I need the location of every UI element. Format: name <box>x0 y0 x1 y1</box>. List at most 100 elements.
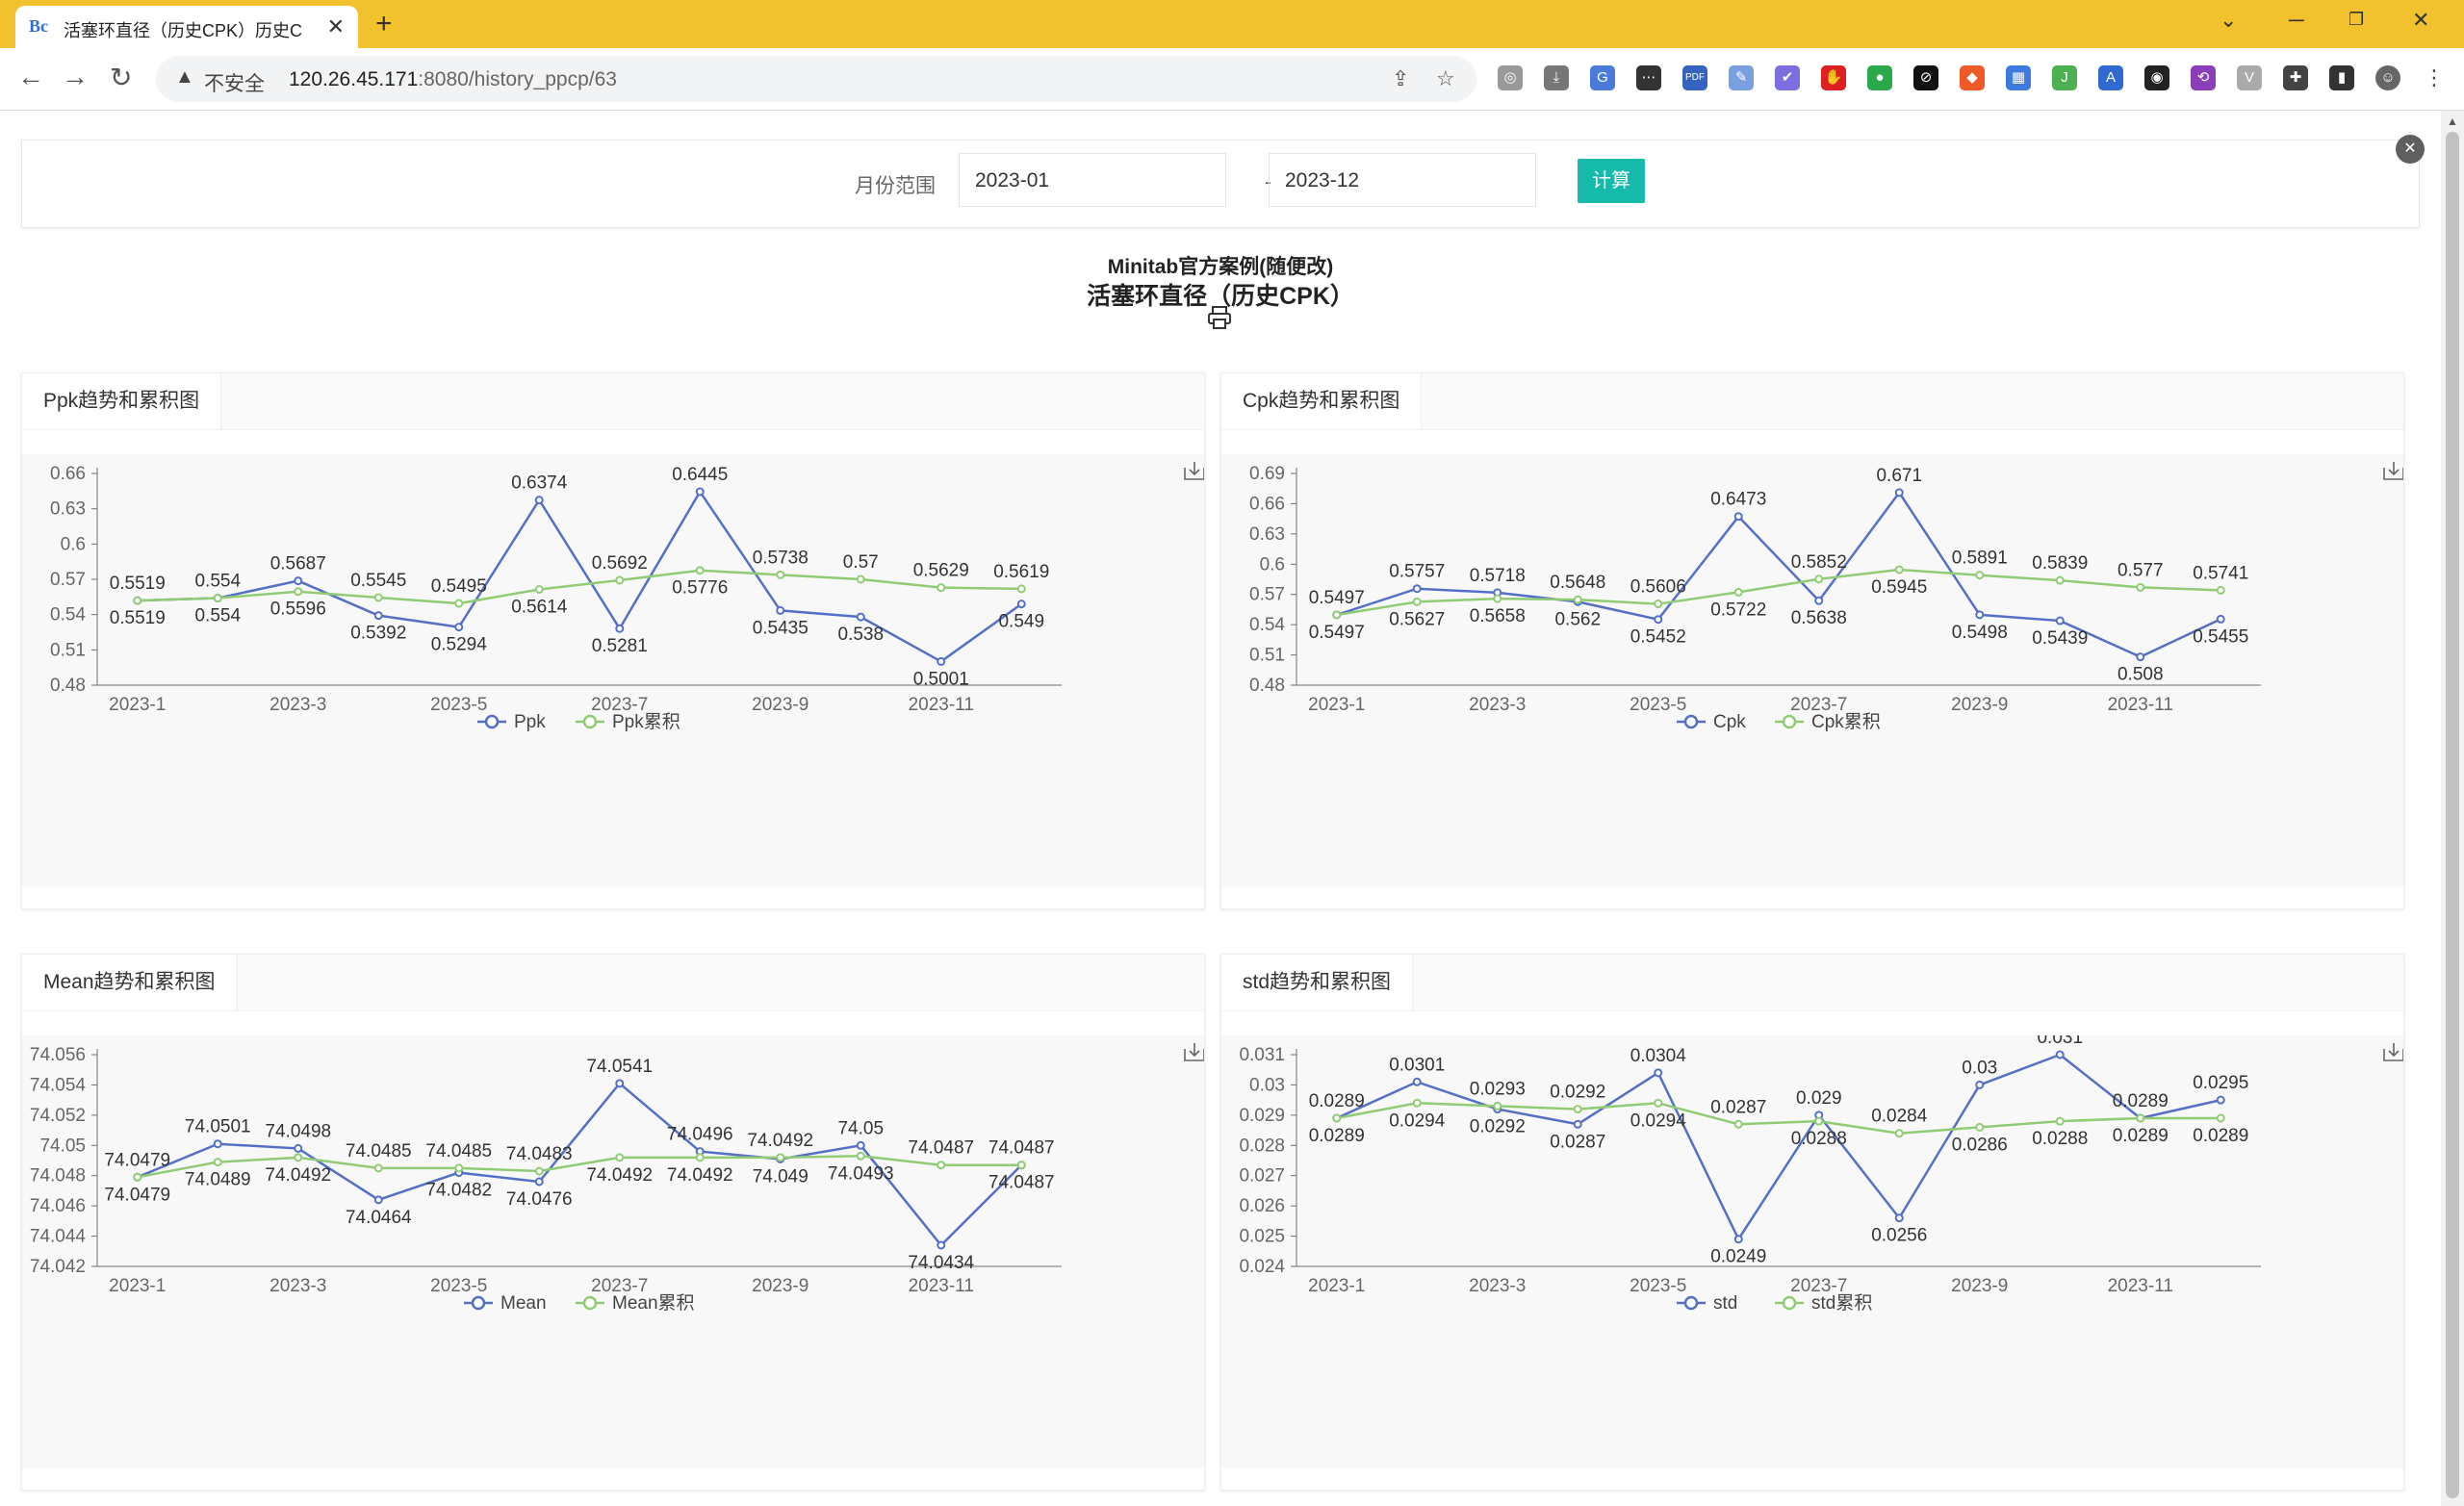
extension-history-icon[interactable]: ⟲ <box>2191 65 2216 90</box>
data-point[interactable] <box>1412 1077 1422 1086</box>
bookmark-star-icon[interactable]: ☆ <box>1436 66 1455 90</box>
calculate-button[interactable]: 计算 <box>1578 159 1645 203</box>
data-point[interactable] <box>1733 587 1743 597</box>
extension-hand-icon[interactable]: ✋ <box>1821 65 1846 90</box>
data-point[interactable] <box>695 566 705 575</box>
address-bar[interactable]: ▲ 不安全 120.26.45.171:8080/history_ppcp/63… <box>156 56 1476 102</box>
data-point[interactable] <box>1654 600 1663 609</box>
data-point[interactable] <box>1016 1161 1026 1170</box>
data-point[interactable] <box>534 1166 544 1176</box>
extension-grid-icon[interactable]: ▦ <box>2006 65 2031 90</box>
data-point[interactable] <box>373 611 383 621</box>
profile-avatar[interactable]: ☺ <box>2375 65 2400 90</box>
data-point[interactable] <box>1975 571 1985 580</box>
legend-item[interactable]: Cpk <box>1677 712 1746 732</box>
extension-eyes-icon[interactable]: ◉ <box>2144 65 2169 90</box>
legend-item[interactable]: Mean <box>464 1293 547 1314</box>
data-point[interactable] <box>213 594 222 603</box>
legend-item[interactable]: Cpk累积 <box>1775 711 1881 732</box>
extension-orange-icon[interactable]: ◆ <box>1960 65 1985 90</box>
data-point[interactable] <box>1733 512 1743 522</box>
back-arrow-icon[interactable]: ← <box>17 62 44 91</box>
extension-pdf-icon[interactable]: PDF <box>1682 65 1707 90</box>
data-point[interactable] <box>1894 488 1904 498</box>
data-point[interactable] <box>1493 594 1502 603</box>
data-point[interactable] <box>1573 595 1582 604</box>
data-point[interactable] <box>294 1153 303 1162</box>
data-point[interactable] <box>133 1172 142 1182</box>
data-point[interactable] <box>1814 574 1824 584</box>
data-point[interactable] <box>1654 1098 1663 1108</box>
data-point[interactable] <box>1814 596 1824 605</box>
scrollbar-thumb[interactable] <box>2446 132 2459 1498</box>
reload-icon[interactable]: ↻ <box>110 63 133 92</box>
data-point[interactable] <box>1894 1213 1904 1223</box>
data-point[interactable] <box>1573 1105 1582 1114</box>
data-point[interactable] <box>1332 1113 1342 1123</box>
data-point[interactable] <box>2055 1050 2065 1059</box>
extension-js-icon[interactable]: J <box>2052 65 2077 90</box>
data-point[interactable] <box>373 593 383 602</box>
data-point[interactable] <box>615 575 625 585</box>
data-point[interactable] <box>1412 584 1422 594</box>
data-point[interactable] <box>213 1139 222 1149</box>
data-point[interactable] <box>1016 584 1026 594</box>
data-point[interactable] <box>856 1151 865 1161</box>
tab-close-icon[interactable]: ✕ <box>326 14 345 38</box>
side-panel-icon[interactable]: ▮ <box>2329 65 2354 90</box>
data-point[interactable] <box>2216 585 2225 595</box>
legend-item[interactable]: Ppk <box>477 712 546 732</box>
data-point[interactable] <box>937 583 946 593</box>
window-close-icon[interactable]: ✕ <box>2412 8 2430 32</box>
data-point[interactable] <box>2136 1113 2145 1123</box>
extension-translate-icon[interactable]: G <box>1590 65 1615 90</box>
data-point[interactable] <box>1733 1119 1743 1129</box>
data-point[interactable] <box>213 1158 222 1167</box>
legend-item[interactable]: Mean累积 <box>576 1292 695 1314</box>
data-point[interactable] <box>2136 652 2145 662</box>
share-icon[interactable]: ⇪ <box>1392 66 1410 90</box>
data-point[interactable] <box>2216 1113 2225 1123</box>
page-scrollbar[interactable]: ▲ <box>2441 111 2464 1506</box>
data-point[interactable] <box>1894 565 1904 574</box>
data-point[interactable] <box>2136 582 2145 592</box>
data-point[interactable] <box>373 1195 383 1205</box>
data-point[interactable] <box>1493 1101 1502 1110</box>
data-point[interactable] <box>2055 616 2065 625</box>
data-point[interactable] <box>534 496 544 505</box>
data-point[interactable] <box>1975 1080 1985 1089</box>
data-point[interactable] <box>695 487 705 497</box>
data-point[interactable] <box>1814 1116 1824 1126</box>
data-point[interactable] <box>1332 610 1342 620</box>
data-point[interactable] <box>615 1153 625 1162</box>
browser-tab-active[interactable]: Bc 活塞环直径（历史CPK）历史C ✕ <box>15 6 358 48</box>
data-point[interactable] <box>2216 614 2225 624</box>
data-point[interactable] <box>937 1240 946 1250</box>
data-point[interactable] <box>615 1079 625 1088</box>
extension-check-icon[interactable]: ✔ <box>1775 65 1800 90</box>
minimize-icon[interactable]: ─ <box>2289 8 2304 32</box>
legend-item[interactable]: Ppk累积 <box>576 711 680 732</box>
data-point[interactable] <box>454 599 464 608</box>
close-circle-icon[interactable]: ✕ <box>2396 135 2425 164</box>
legend-item[interactable]: std累积 <box>1775 1292 1872 1314</box>
start-month-input[interactable]: 2023-01 <box>959 153 1226 207</box>
save-image-icon[interactable] <box>2383 462 2403 480</box>
data-point[interactable] <box>294 1143 303 1153</box>
data-point[interactable] <box>776 570 785 579</box>
scroll-up-arrow-icon[interactable]: ▲ <box>2447 115 2458 128</box>
restore-icon[interactable]: ❐ <box>2348 10 2365 29</box>
data-point[interactable] <box>2055 575 2065 585</box>
data-point[interactable] <box>1894 1129 1904 1138</box>
save-image-icon[interactable] <box>2383 1043 2403 1061</box>
end-month-input[interactable]: 2023-12 <box>1269 153 1536 207</box>
data-point[interactable] <box>454 623 464 632</box>
data-point[interactable] <box>1975 610 1985 620</box>
data-point[interactable] <box>856 612 865 622</box>
data-point[interactable] <box>776 1153 785 1162</box>
data-point[interactable] <box>373 1163 383 1173</box>
tab-search-chevron-icon[interactable]: ⌄ <box>2220 8 2238 32</box>
data-point[interactable] <box>856 1140 865 1150</box>
data-point[interactable] <box>695 1153 705 1162</box>
save-image-icon[interactable] <box>1184 462 1204 480</box>
